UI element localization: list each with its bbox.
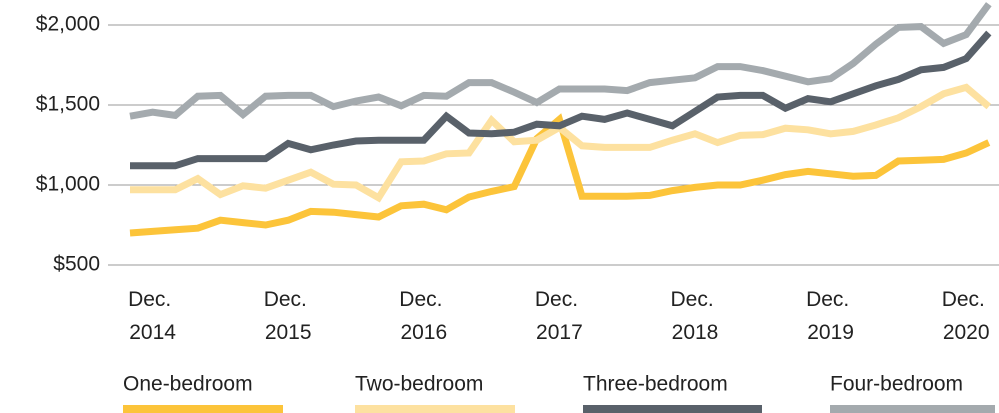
x-tick-label-line: 2016 <box>400 321 447 344</box>
x-tick-label-line: Dec. <box>399 288 448 311</box>
x-tick-label: Dec. 2017 <box>535 288 584 344</box>
y-tick-label: $1,500 <box>36 93 100 116</box>
x-tick-label-line: Dec. <box>806 288 855 311</box>
x-tick-label: Dec. 2018 <box>670 288 719 344</box>
x-tick-label: Dec. 2014 <box>128 288 177 344</box>
x-tick-label-line: Dec. <box>264 288 313 311</box>
x-tick-label-line: Dec. <box>128 288 177 311</box>
x-tick-label-line: Dec. <box>670 288 719 311</box>
legend-label: Four-bedroom <box>830 373 963 396</box>
series-line <box>129 113 991 237</box>
legend-label: Three-bedroom <box>583 373 728 396</box>
x-tick-label-line: Dec. <box>535 288 584 311</box>
series-line <box>130 30 992 170</box>
x-tick-label-line: 2019 <box>807 321 854 344</box>
y-tick-label: $500 <box>53 253 100 276</box>
x-tick-label-line: 2018 <box>672 321 719 344</box>
x-tick-label-line: 2017 <box>536 321 583 344</box>
x-tick-label-line: 2015 <box>265 321 312 344</box>
x-tick-label-line: Dec. <box>942 288 991 311</box>
y-tick-label: $2,000 <box>36 13 100 36</box>
series-line <box>129 2 992 120</box>
x-tick-label: Dec. 2019 <box>806 288 855 344</box>
x-tick-label-line: 2014 <box>129 321 176 344</box>
legend-label: One-bedroom <box>123 373 253 396</box>
x-tick-label: Dec. 2020 <box>942 288 991 344</box>
x-tick-label-line: 2020 <box>943 321 990 344</box>
x-tick-label: Dec. 2015 <box>264 288 313 344</box>
y-tick-label: $1,000 <box>36 173 100 196</box>
x-tick-label: Dec. 2016 <box>399 288 448 344</box>
legend-label: Two-bedroom <box>355 373 483 396</box>
